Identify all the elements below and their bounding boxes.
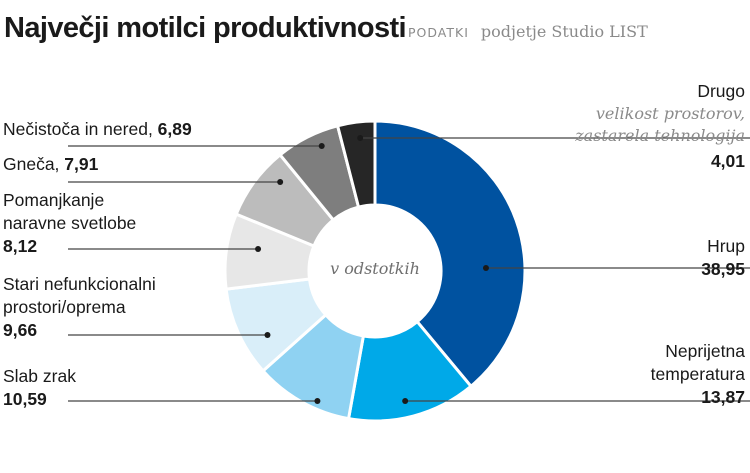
- label-prostori-name-1: Stari nefunkcionalni: [3, 274, 156, 294]
- chart-title: Največji motilci produktivnosti: [4, 12, 407, 44]
- label-hrup-value: 38,95: [701, 259, 745, 279]
- center-label: v odstotkih: [330, 259, 420, 278]
- label-svetloba-name-2: naravne svetlobe: [3, 213, 137, 233]
- slice-0: [373, 119, 527, 389]
- label-temperatura-value: 13,87: [701, 387, 745, 407]
- label-prostori: Stari nefunkcionalni prostori/oprema 9,6…: [3, 273, 156, 342]
- chart-header: Največji motilci produktivnosti PODATKI po…: [4, 12, 648, 45]
- leader-dot-5: [277, 179, 284, 185]
- label-necistoca: Nečistoča in nered, 6,89: [3, 118, 192, 141]
- label-drugo-value: 4,01: [710, 151, 745, 171]
- leader-dot-6: [318, 143, 325, 149]
- leader-dot-0: [482, 265, 489, 271]
- label-svetloba-value: 8,12: [3, 236, 38, 256]
- label-temperatura: Neprijetna temperatura 13,87: [651, 340, 745, 409]
- leader-dot-1: [402, 398, 409, 404]
- label-svetloba: Pomanjkanje naravne svetlobe 8,12: [3, 189, 136, 258]
- label-hrup-name: Hrup: [707, 236, 745, 256]
- leader-dot-2: [314, 398, 321, 404]
- label-drugo-name: Drugo: [697, 81, 745, 101]
- label-prostori-value: 9,66: [3, 320, 38, 340]
- label-temperatura-name-2: temperatura: [650, 364, 745, 384]
- leader-lines: [68, 135, 750, 404]
- label-zrak-name: Slab zrak: [3, 366, 76, 386]
- label-prostori-name-2: prostori/oprema: [3, 297, 126, 317]
- label-svetloba-name-1: Pomanjkanje: [3, 190, 105, 210]
- label-necistoca-value: 6,89: [157, 119, 192, 139]
- source-label: PODATKI: [408, 25, 469, 40]
- leader-dot-3: [264, 332, 271, 338]
- label-hrup: Hrup 38,95: [701, 235, 745, 281]
- label-necistoca-name: Nečistoča in nered,: [3, 119, 158, 139]
- label-gneca-value: 7,91: [64, 154, 99, 174]
- slice-7: [335, 119, 377, 209]
- label-zrak-value: 10,59: [3, 389, 47, 409]
- label-gneca-name: Gneča,: [3, 154, 65, 174]
- source-text: podjetje Studio LIST: [480, 22, 648, 41]
- label-temperatura-name-1: Neprijetna: [665, 341, 745, 361]
- leader-dot-4: [255, 246, 262, 252]
- label-drugo-desc-2: zastarela tehnologija: [575, 126, 745, 145]
- label-gneca: Gneča, 7,91: [3, 153, 98, 176]
- label-drugo: Drugo velikost prostorov, zastarela tehn…: [575, 80, 745, 173]
- leader-dot-7: [357, 135, 364, 141]
- label-drugo-desc-1: velikost prostorov,: [595, 104, 745, 123]
- donut-slices: [223, 119, 527, 423]
- label-zrak: Slab zrak 10,59: [3, 365, 76, 411]
